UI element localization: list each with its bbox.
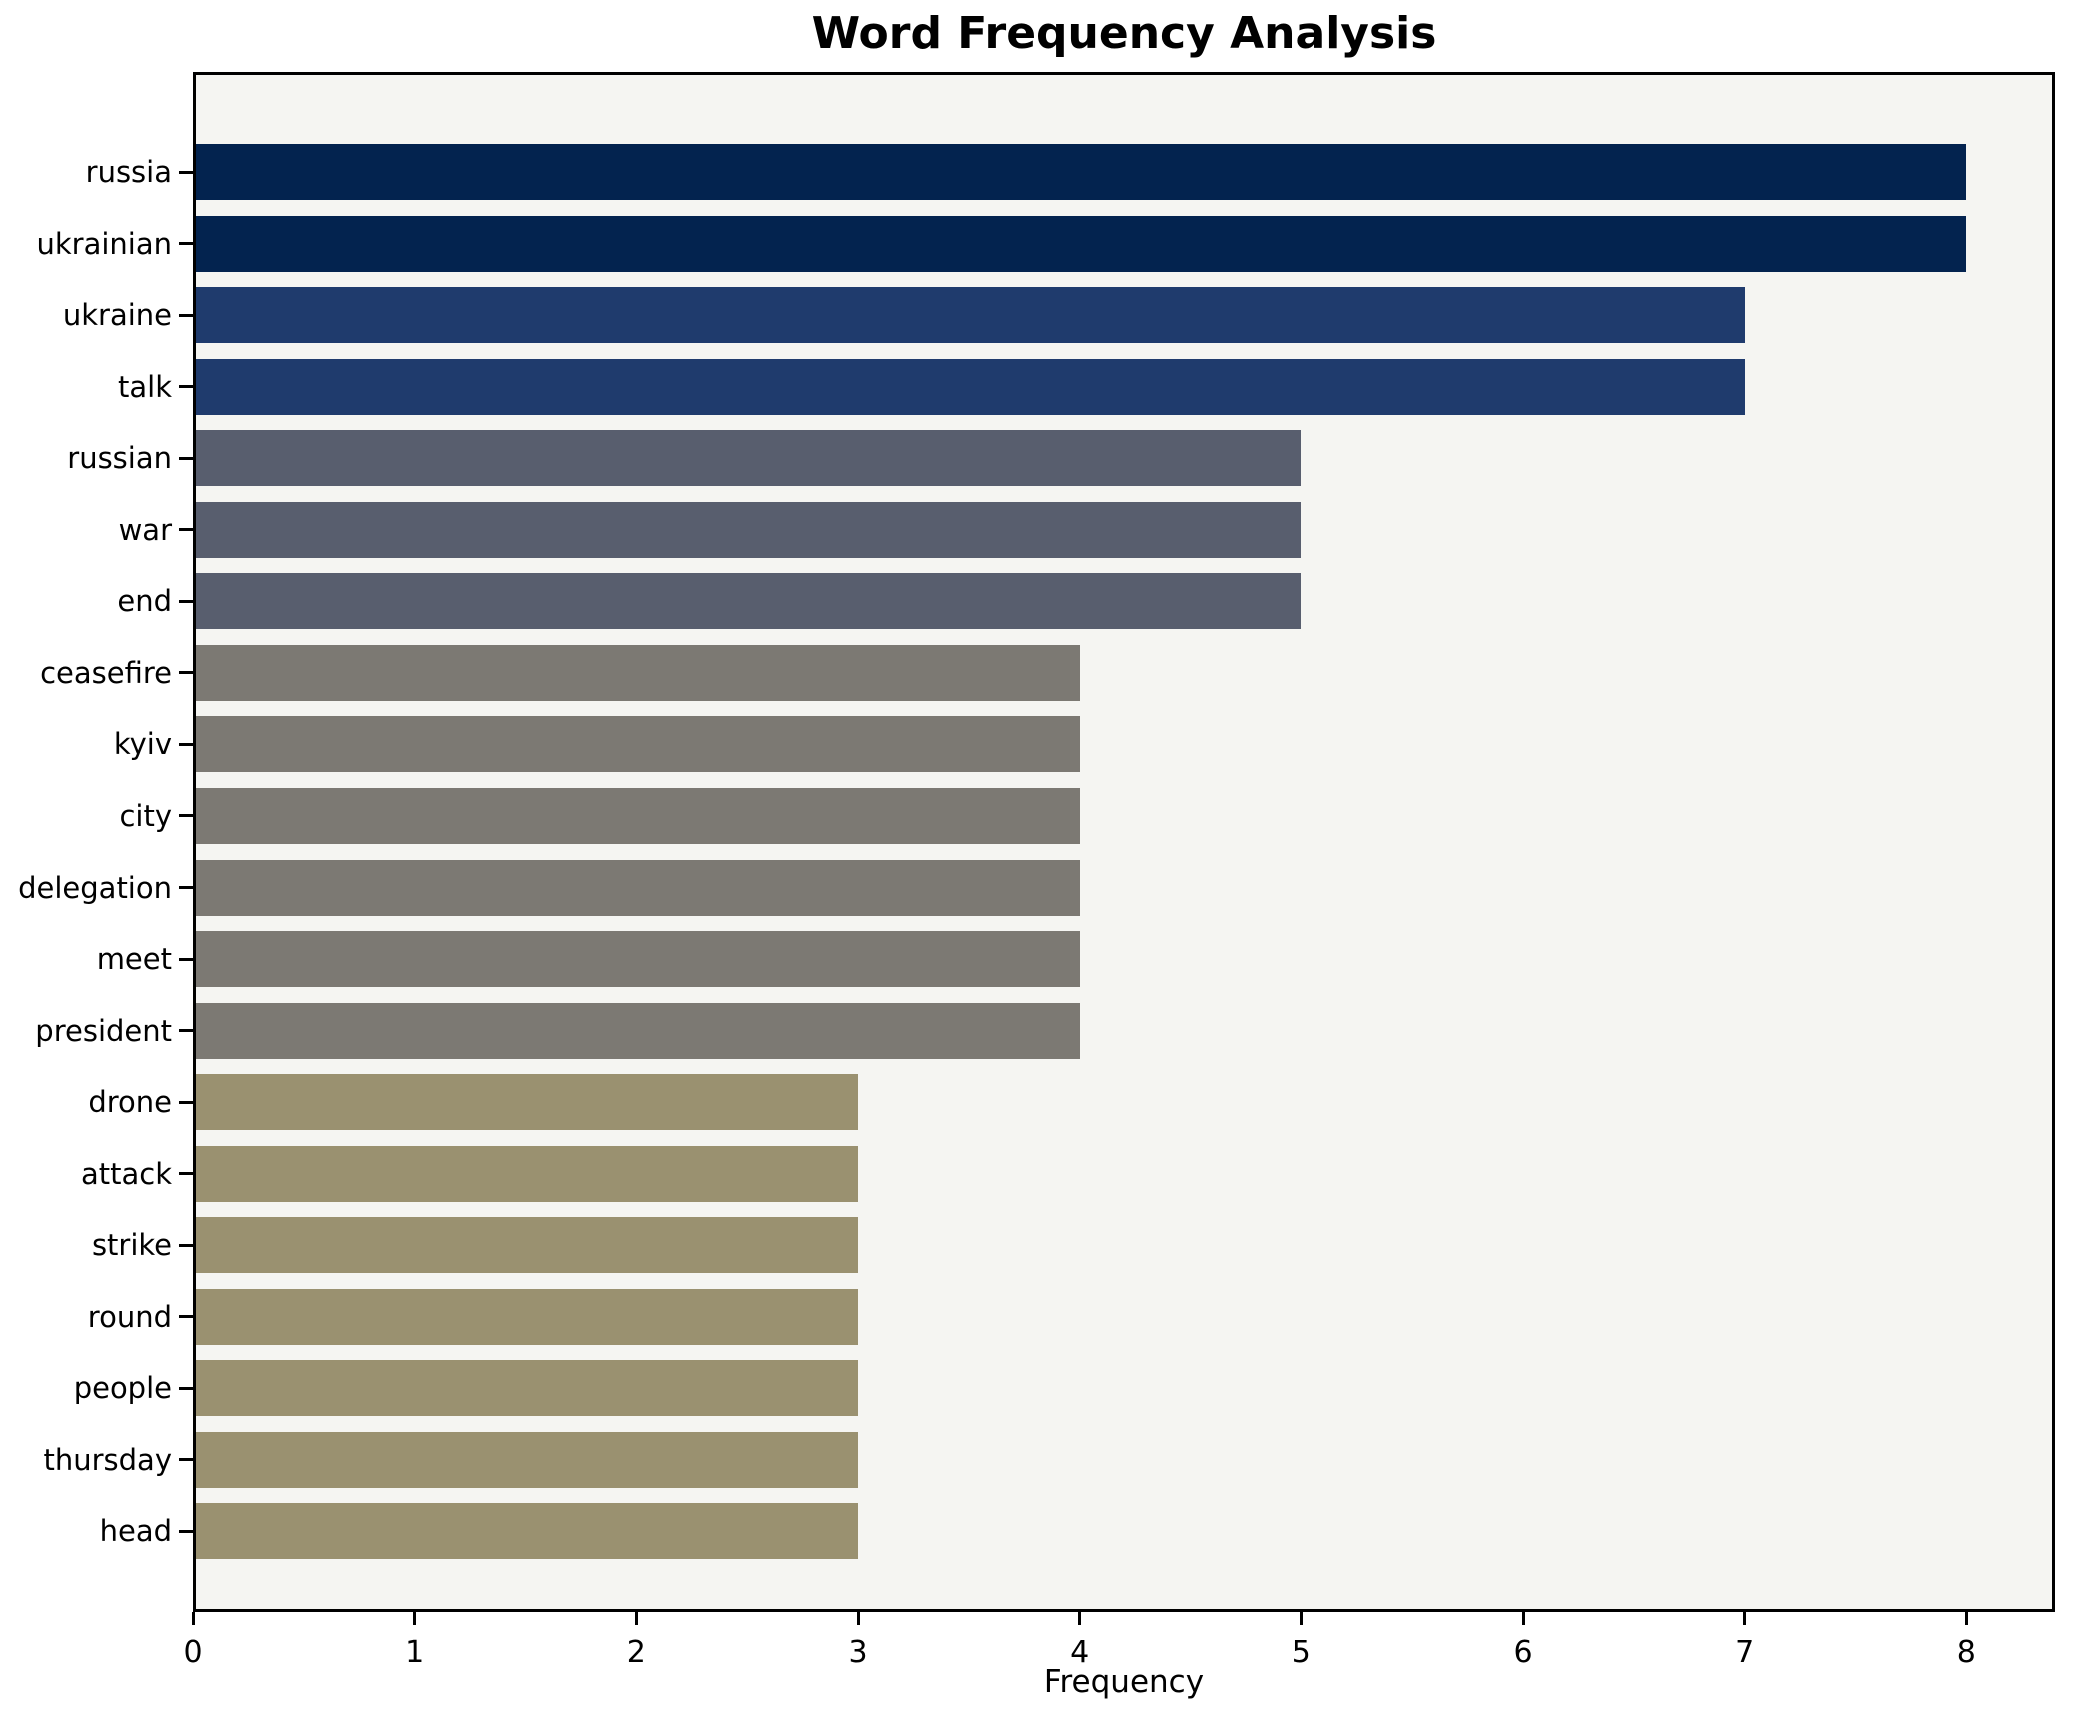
y-tick-mark xyxy=(179,742,193,746)
x-tick-mark xyxy=(1743,1612,1747,1625)
x-tick-mark xyxy=(634,1612,638,1625)
x-axis-label: Frequency xyxy=(1043,1664,1205,1700)
frequency-bar-meet xyxy=(193,931,1080,988)
frequency-bar-ukrainian xyxy=(193,215,1967,272)
x-tick-mark xyxy=(1964,1612,1968,1625)
y-tick-mark xyxy=(179,1458,193,1462)
y-tick-label-end: end xyxy=(117,584,172,619)
y-tick-label-city: city xyxy=(119,798,172,833)
frequency-bar-russian xyxy=(193,430,1302,487)
frequency-bar-attack xyxy=(193,1145,858,1202)
y-tick-label-russia: russia xyxy=(85,155,172,189)
y-tick-label-ceasefire: ceasefire xyxy=(40,655,172,690)
y-tick-mark xyxy=(179,385,193,389)
x-tick-label-1: 1 xyxy=(405,1635,425,1670)
frequency-bar-head xyxy=(193,1503,858,1560)
chart-title: Word Frequency Analysis xyxy=(811,8,1437,59)
frequency-bar-war xyxy=(193,501,1302,558)
y-tick-mark xyxy=(179,957,193,961)
y-tick-label-drone: drone xyxy=(88,1085,172,1120)
y-tick-mark xyxy=(179,1172,193,1176)
y-tick-mark xyxy=(179,886,193,889)
x-tick-label-0: 0 xyxy=(183,1635,203,1670)
frequency-bar-president xyxy=(193,1002,1080,1059)
frequency-bar-drone xyxy=(193,1074,858,1131)
frequency-bar-ukraine xyxy=(193,287,1745,344)
y-tick-mark xyxy=(179,528,193,532)
y-tick-label-strike: strike xyxy=(91,1228,172,1263)
x-tick-mark xyxy=(1299,1612,1303,1625)
frequency-bar-talk xyxy=(193,358,1745,415)
y-tick-label-delegation: delegation xyxy=(18,870,172,905)
y-tick-label-kyiv: kyiv xyxy=(113,727,172,762)
frequency-bar-end xyxy=(193,573,1302,630)
x-tick-label-5: 5 xyxy=(1291,1635,1311,1670)
x-tick-mark xyxy=(1078,1612,1082,1625)
y-tick-mark xyxy=(179,814,193,818)
frequency-bar-russia xyxy=(193,144,1967,200)
frequency-bar-ceasefire xyxy=(193,644,1080,701)
y-tick-mark xyxy=(179,170,193,174)
y-tick-mark xyxy=(179,242,193,246)
y-tick-mark xyxy=(179,1243,193,1247)
x-tick-label-6: 6 xyxy=(1513,1635,1533,1670)
y-tick-mark xyxy=(179,1315,193,1319)
frequency-bar-delegation xyxy=(193,859,1080,916)
x-tick-label-8: 8 xyxy=(1956,1635,1976,1670)
plot-area xyxy=(193,72,2055,1612)
y-tick-mark xyxy=(179,1386,193,1390)
x-tick-mark xyxy=(1521,1612,1525,1625)
x-tick-label-4: 4 xyxy=(1070,1635,1090,1670)
frequency-bar-round xyxy=(193,1288,858,1345)
y-tick-label-ukrainian: ukrainian xyxy=(36,226,172,261)
x-tick-mark xyxy=(191,1612,195,1625)
y-tick-label-thursday: thursday xyxy=(43,1442,172,1477)
y-tick-label-talk: talk xyxy=(118,369,172,404)
y-tick-label-people: people xyxy=(73,1371,172,1406)
y-tick-label-round: round xyxy=(87,1299,172,1334)
frequency-bar-people xyxy=(193,1360,858,1417)
frequency-bar-kyiv xyxy=(193,716,1080,773)
x-tick-label-3: 3 xyxy=(848,1635,868,1670)
frequency-bar-city xyxy=(193,787,1080,844)
y-tick-label-head: head xyxy=(99,1514,172,1549)
y-tick-mark xyxy=(179,1029,193,1033)
y-tick-mark xyxy=(179,1529,193,1533)
x-tick-label-2: 2 xyxy=(626,1635,646,1670)
y-tick-label-president: president xyxy=(35,1013,172,1048)
y-tick-mark xyxy=(179,599,193,603)
y-tick-label-attack: attack xyxy=(80,1156,172,1191)
y-tick-label-russian: russian xyxy=(67,441,172,476)
x-tick-mark xyxy=(413,1612,417,1625)
frequency-bar-thursday xyxy=(193,1431,858,1488)
y-tick-label-ukraine: ukraine xyxy=(62,298,172,333)
y-tick-label-war: war xyxy=(118,512,172,547)
y-tick-mark xyxy=(179,671,193,675)
x-tick-mark xyxy=(856,1612,860,1625)
y-tick-mark xyxy=(179,313,193,317)
y-tick-label-meet: meet xyxy=(96,942,172,977)
frequency-bar-strike xyxy=(193,1217,858,1274)
x-tick-label-7: 7 xyxy=(1735,1635,1755,1670)
y-tick-mark xyxy=(179,1100,193,1104)
y-tick-mark xyxy=(179,456,193,460)
